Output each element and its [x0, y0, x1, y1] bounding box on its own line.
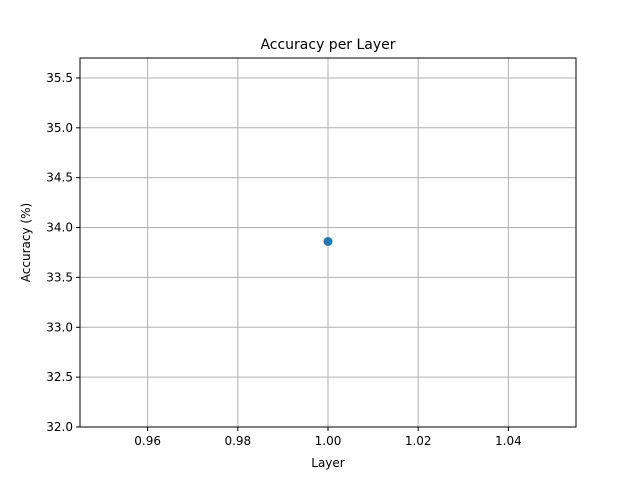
series-markers [323, 237, 333, 247]
data-point [323, 237, 333, 247]
y-tick-label: 33.5 [46, 270, 73, 284]
y-tick-label: 34.0 [46, 221, 73, 235]
chart-title: Accuracy per Layer [260, 37, 395, 53]
y-axis-ticks: 32.0 32.5 33.0 33.5 34.0 34.5 35.0 35.5 [46, 71, 80, 434]
y-tick-label: 35.0 [46, 121, 73, 135]
x-tick-label: 0.96 [134, 434, 161, 448]
y-tick-label: 34.5 [46, 171, 73, 185]
x-tick-label: 1.04 [495, 434, 522, 448]
y-axis-label: Accuracy (%) [19, 203, 33, 282]
y-tick-label: 35.5 [46, 71, 73, 85]
x-tick-label: 0.98 [224, 434, 251, 448]
x-tick-label: 1.02 [405, 434, 432, 448]
x-axis-label: Layer [311, 456, 345, 470]
y-tick-label: 33.0 [46, 320, 73, 334]
y-tick-label: 32.5 [46, 370, 73, 384]
x-tick-label: 1.00 [315, 434, 342, 448]
y-tick-label: 32.0 [46, 420, 73, 434]
x-axis-ticks: 0.96 0.98 1.00 1.02 1.04 [134, 427, 522, 448]
